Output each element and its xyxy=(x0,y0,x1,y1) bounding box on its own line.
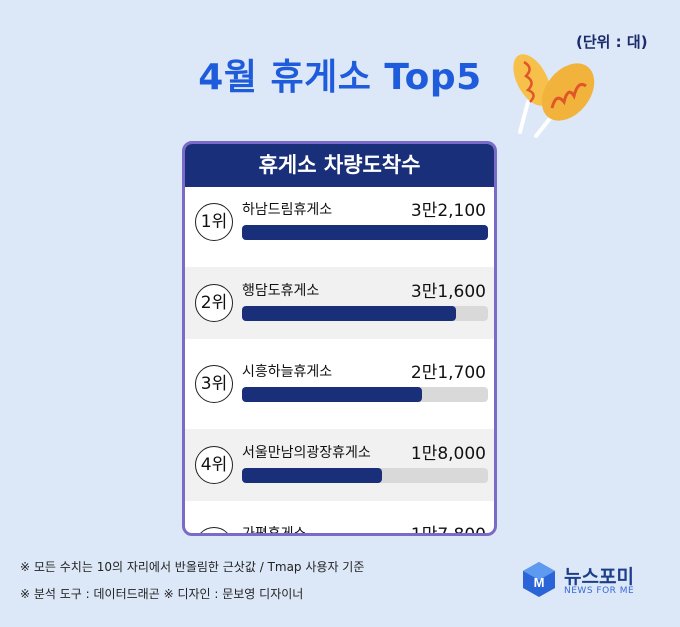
bar-fill xyxy=(242,468,382,483)
ranking-row: 4위 서울만남의광장휴게소 1만8,000 xyxy=(185,429,494,501)
rest-area-name: 시흥하늘휴게소 xyxy=(242,364,333,380)
value-label: 1만8,000 xyxy=(410,444,486,464)
ranking-card: 휴게소 차량도착수 1위 하남드림휴게소 3만2,100 2위 행담도휴게소 3만1,60… xyxy=(182,141,497,536)
rest-area-name: 가평휴게소 xyxy=(242,526,307,536)
unit-label: (단위 : 대) xyxy=(576,33,648,51)
value-label: 2만1,700 xyxy=(410,363,486,383)
rest-area-name: 행담도휴게소 xyxy=(242,283,320,299)
ranking-row: 2위 행담도휴게소 3만1,600 xyxy=(185,267,494,339)
value-label: 1만7,800 xyxy=(410,525,486,536)
bar-track xyxy=(242,387,488,402)
bar-fill xyxy=(242,387,422,402)
value-label: 3만2,100 xyxy=(410,201,486,221)
logo-name: 뉴스포미 xyxy=(564,566,634,588)
rank-badge: 3위 xyxy=(195,365,233,403)
corndog-icon xyxy=(513,54,595,138)
footnote-credits: ※ 분석 도구 : 데이터드래곤 ※ 디자인 : 문보영 디자이너 xyxy=(20,587,304,601)
rank-badge: 2위 xyxy=(195,284,233,322)
rank-badge: 1위 xyxy=(195,203,233,241)
bar-fill xyxy=(242,225,488,240)
svg-text:M: M xyxy=(534,575,545,590)
ranking-row: 3위 시흥하늘휴게소 2만1,700 xyxy=(185,348,494,420)
rank-badge: 5위 xyxy=(195,527,233,533)
rest-area-name: 하남드림휴게소 xyxy=(242,202,333,218)
ranking-row: 5위 가평휴게소 1만7,800 xyxy=(185,510,494,536)
newsforme-logo-icon: M xyxy=(523,562,555,597)
ranking-row: 1위 하남드림휴게소 3만2,100 xyxy=(185,186,494,258)
value-label: 3만1,600 xyxy=(410,282,486,302)
bar-track xyxy=(242,306,488,321)
footnote-rounding: ※ 모든 수치는 10의 자리에서 반올림한 근삿값 / Tmap 사용자 기준 xyxy=(20,560,365,574)
bar-fill xyxy=(242,306,456,321)
bar-track xyxy=(242,225,488,240)
logo-subtitle: NEWS FOR ME xyxy=(564,586,635,596)
rest-area-name: 서울만남의광장휴게소 xyxy=(242,445,371,461)
rank-badge: 4위 xyxy=(195,446,233,484)
bar-track xyxy=(242,468,488,483)
page-title: 4월 휴게소 Top5 xyxy=(198,57,482,98)
card-title: 휴게소 차량도착수 xyxy=(185,144,494,187)
